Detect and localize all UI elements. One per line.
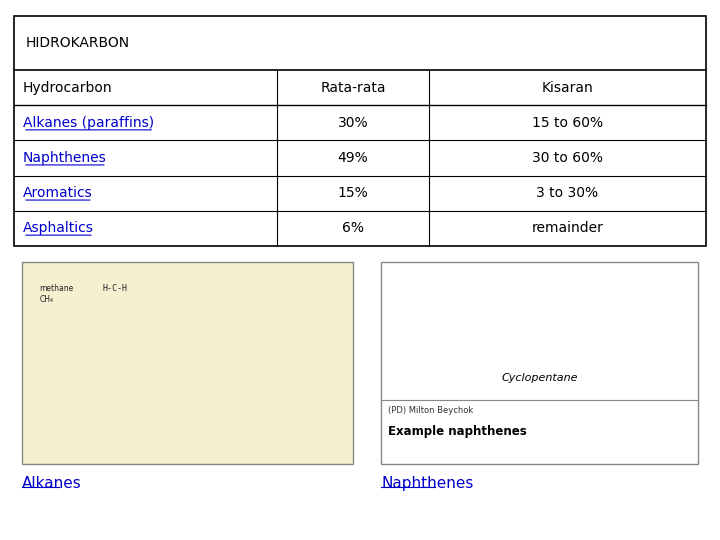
Text: methane: methane (40, 285, 74, 293)
Text: CH₄: CH₄ (40, 295, 53, 304)
Bar (14, 16, 706, 70)
Text: H-C-H: H-C-H (103, 285, 127, 293)
Text: Kisaran: Kisaran (541, 81, 593, 94)
Bar (14, 140, 706, 176)
Text: HIDROKARBON: HIDROKARBON (25, 36, 130, 50)
Bar (14, 70, 706, 105)
Text: 30 to 60%: 30 to 60% (532, 151, 603, 165)
Text: Aromatics: Aromatics (23, 186, 93, 200)
Text: 30%: 30% (338, 116, 369, 130)
Text: 6%: 6% (342, 221, 364, 235)
Text: 3 to 30%: 3 to 30% (536, 186, 598, 200)
Text: Alkanes: Alkanes (22, 476, 81, 491)
Text: 49%: 49% (338, 151, 369, 165)
Bar (14, 16, 706, 246)
Text: Alkanes (paraffins): Alkanes (paraffins) (23, 116, 154, 130)
Text: (PD) Milton Beychok: (PD) Milton Beychok (388, 406, 474, 415)
Text: Example naphthenes: Example naphthenes (388, 426, 527, 438)
Text: Naphthenes: Naphthenes (381, 476, 473, 491)
Bar (14, 105, 706, 140)
Text: 15 to 60%: 15 to 60% (532, 116, 603, 130)
Text: Rata-rata: Rata-rata (320, 81, 386, 94)
Text: Asphaltics: Asphaltics (23, 221, 94, 235)
Text: 15%: 15% (338, 186, 369, 200)
Text: remainder: remainder (531, 221, 603, 235)
Bar (14, 176, 706, 211)
Text: Naphthenes: Naphthenes (23, 151, 107, 165)
Bar (381, 262, 698, 464)
Bar (14, 211, 706, 246)
Bar (22, 262, 353, 464)
Text: Cyclopentane: Cyclopentane (501, 373, 578, 383)
Text: Hydrocarbon: Hydrocarbon (23, 81, 112, 94)
